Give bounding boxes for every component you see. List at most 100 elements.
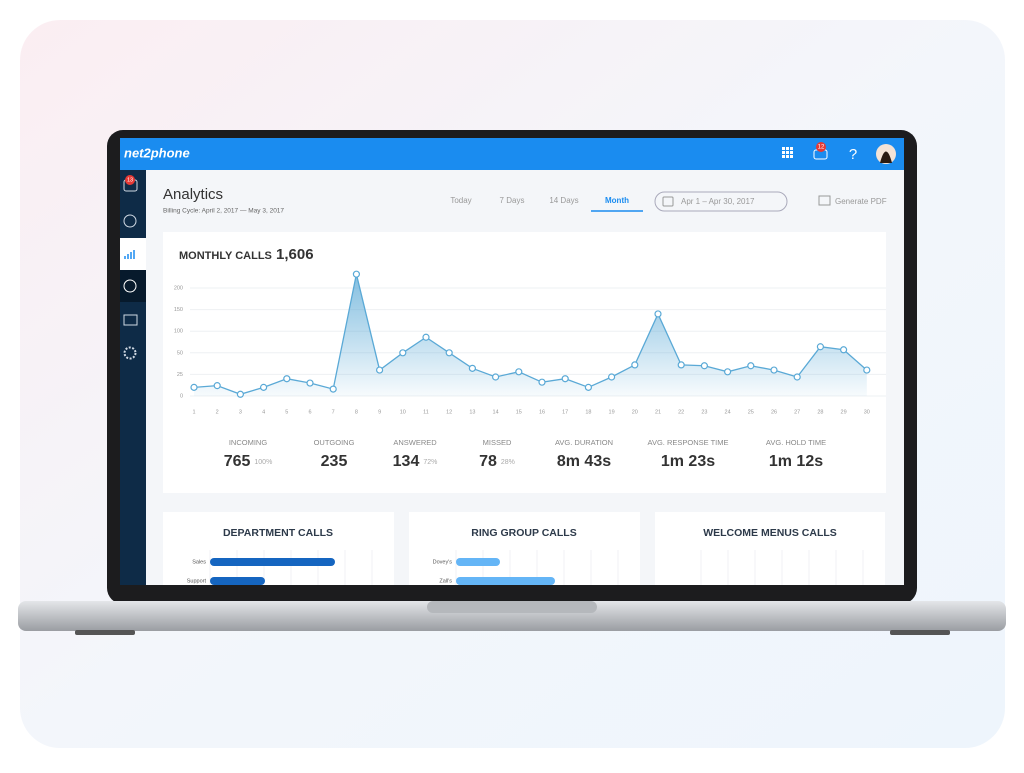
stat-label: INCOMING (229, 438, 267, 447)
brand[interactable]: net2phone (124, 145, 190, 160)
avatar-hair (880, 151, 892, 163)
y-tick-label: 200 (174, 285, 183, 291)
tab[interactable]: Month (605, 196, 629, 205)
y-tick-label: 150 (174, 307, 183, 313)
stat-value: 765 (224, 453, 251, 470)
card (409, 512, 640, 585)
point (445, 349, 453, 357)
point (538, 378, 546, 386)
chart-total: 1,606 (276, 246, 314, 263)
x-tick-label: 10 (400, 409, 406, 415)
stat: 1m 12s (769, 453, 823, 470)
point (793, 373, 801, 381)
stat: 78 28% (479, 453, 515, 470)
point (816, 343, 825, 351)
point (376, 366, 384, 374)
x-tick-label: 7 (332, 409, 335, 415)
bar (210, 558, 335, 566)
x-tick-label: 24 (725, 409, 731, 415)
line (193, 274, 868, 395)
x-tick-label: 12 (446, 409, 452, 415)
x-tick-label: 17 (562, 409, 568, 415)
x-tick-label: 22 (678, 409, 684, 415)
point (236, 390, 244, 398)
stat-label: AVG. RESPONSE TIME (648, 438, 729, 447)
point (839, 346, 848, 354)
stat-value: 8m 43s (557, 453, 611, 470)
x-tick-label: 2 (216, 409, 219, 415)
card (655, 512, 885, 585)
x-tick-label: 8 (355, 409, 358, 415)
laptop-foot (890, 630, 950, 635)
x-tick-label: 16 (539, 409, 545, 415)
pdf-icon (818, 195, 831, 206)
x-tick-label: 11 (423, 409, 429, 415)
settings-nav[interactable] (123, 346, 137, 360)
badge (816, 142, 826, 152)
y-tick-label: 25 (177, 372, 183, 378)
point (654, 310, 662, 318)
bar-label: Zall's (439, 578, 452, 584)
chart-title: MONTHLY CALLS (179, 250, 272, 262)
stat-label: ANSWERED (393, 438, 437, 447)
point (863, 366, 871, 374)
x-tick-label: 19 (609, 409, 615, 415)
page-subtitle: Billing Cycle: April 2, 2017 — May 3, 20… (163, 208, 284, 215)
date-range-box[interactable] (654, 191, 788, 212)
point (770, 366, 778, 374)
help[interactable]: ? (849, 146, 857, 163)
stat-label: MISSED (483, 438, 512, 447)
stat-label: AVG. DURATION (555, 438, 613, 447)
bar-label: Dovey's (433, 559, 453, 565)
x-tick-label: 3 (239, 409, 242, 415)
page-title: Analytics (163, 186, 223, 203)
stat-value: 1m 12s (769, 453, 823, 470)
top-bar (120, 138, 904, 170)
point (352, 270, 360, 278)
laptop-foot (75, 630, 135, 635)
point (190, 383, 198, 391)
x-tick-label: 9 (378, 409, 381, 415)
laptop-base (18, 601, 1006, 631)
analytics-nav-active[interactable] (120, 238, 146, 270)
store-nav[interactable] (123, 314, 138, 326)
bar-label: Support (187, 578, 207, 584)
y-tick-label: 50 (177, 350, 183, 356)
stat: 1m 23s (661, 453, 715, 470)
x-tick-label: 5 (285, 409, 288, 415)
x-tick-label: 18 (585, 409, 591, 415)
bar (210, 577, 265, 585)
stat-value: 134 (393, 453, 420, 470)
generate-pdf[interactable]: Generate PDF (835, 197, 887, 206)
point (677, 361, 685, 369)
point (213, 382, 221, 390)
dashboard-nav[interactable] (123, 214, 137, 228)
point (306, 379, 314, 387)
tab[interactable]: 14 Days (549, 196, 578, 205)
x-tick-label: 29 (841, 409, 847, 415)
y-tick-label: 0 (180, 393, 183, 399)
x-tick-label: 15 (516, 409, 522, 415)
point (607, 373, 616, 381)
x-tick-label: 25 (748, 409, 754, 415)
x-tick-label: 6 (308, 409, 311, 415)
sidebar-badge: 13 (127, 177, 133, 183)
tab[interactable]: Today (450, 196, 471, 205)
stat-pct: 72% (423, 459, 437, 466)
stat: 235 (321, 453, 348, 470)
bar (456, 558, 500, 566)
stat: 8m 43s (557, 453, 611, 470)
laptop-notch (427, 601, 597, 613)
calendar-icon (662, 196, 674, 207)
tab[interactable]: 7 Days (500, 196, 525, 205)
x-tick-label: 13 (469, 409, 475, 415)
dialpad-icon[interactable] (782, 147, 793, 158)
point (422, 333, 430, 341)
stat-label: OUTGOING (314, 438, 355, 447)
calls-icon (123, 279, 137, 293)
point (329, 385, 337, 393)
point (561, 375, 569, 383)
stat: 134 72% (393, 453, 438, 470)
